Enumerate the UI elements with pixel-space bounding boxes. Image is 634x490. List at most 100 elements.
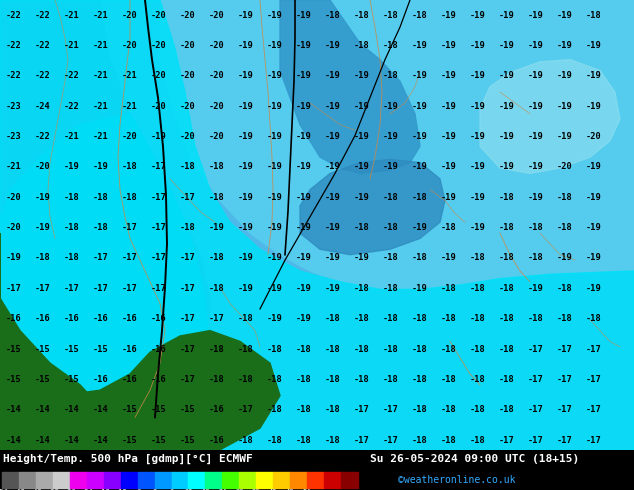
Text: -23: -23 [6,132,22,141]
Text: -19: -19 [470,193,486,202]
Text: -18: -18 [412,193,428,202]
Text: -19: -19 [586,253,602,263]
Text: -19: -19 [267,314,283,323]
Text: -18: -18 [267,405,283,414]
Text: 6: 6 [169,489,174,490]
Text: -18: -18 [499,193,515,202]
Text: 48: 48 [286,489,294,490]
Text: -17: -17 [151,162,167,171]
Text: -21: -21 [93,41,109,50]
Text: Su 26-05-2024 09:00 UTC (18+15): Su 26-05-2024 09:00 UTC (18+15) [370,454,579,464]
Text: -18: -18 [557,314,573,323]
Text: -21: -21 [93,102,109,111]
Text: -19: -19 [238,284,254,293]
Text: -20: -20 [180,72,196,80]
Text: -18: -18 [528,223,544,232]
Text: -18: -18 [441,223,457,232]
Text: -21: -21 [93,72,109,80]
Text: -17: -17 [35,284,51,293]
Text: -19: -19 [35,223,51,232]
Text: -14: -14 [35,405,51,414]
Polygon shape [280,0,420,173]
Text: -19: -19 [528,41,544,50]
Text: -18: -18 [470,436,486,444]
Text: -18: -18 [412,253,428,263]
Text: -16: -16 [6,314,22,323]
Text: -18: -18 [528,253,544,263]
Text: -18: -18 [412,11,428,20]
Text: -19: -19 [383,162,399,171]
Text: -18: -18 [209,193,225,202]
Text: -18: -18 [383,344,399,353]
Text: -17: -17 [180,253,196,263]
Bar [120,472,138,488]
Text: -18: -18 [354,284,370,293]
Text: -18: -18 [441,284,457,293]
Text: -17: -17 [151,223,167,232]
Text: -16: -16 [209,436,225,444]
Text: -17: -17 [122,223,138,232]
Text: -18: -18 [325,436,341,444]
Text: -18: -18 [441,405,457,414]
Text: -12: -12 [114,489,127,490]
Text: -19: -19 [296,132,312,141]
Text: -20: -20 [557,162,573,171]
Text: -20: -20 [209,102,225,111]
Text: -17: -17 [6,284,22,293]
Text: -16: -16 [35,314,51,323]
Bar [324,472,341,488]
Text: 0: 0 [152,489,157,490]
Text: -18: -18 [209,284,225,293]
Text: -18: -18 [267,375,283,384]
Text: 24: 24 [218,489,226,490]
Text: -14: -14 [6,405,22,414]
Text: -18: -18 [383,41,399,50]
Text: -18: -18 [64,253,80,263]
Text: -19: -19 [325,193,341,202]
Text: -19: -19 [499,11,515,20]
Text: -18: -18 [238,436,254,444]
Text: -19: -19 [470,72,486,80]
Text: -17: -17 [499,436,515,444]
Bar [19,472,36,488]
Text: -19: -19 [209,223,225,232]
Text: -18: -18 [383,284,399,293]
Text: -19: -19 [528,284,544,293]
Polygon shape [0,0,634,450]
Text: -20: -20 [586,132,602,141]
Text: -19: -19 [354,253,370,263]
Text: -18: -18 [296,375,312,384]
Text: -18: -18 [122,193,138,202]
Text: -20: -20 [151,11,167,20]
Text: -18: -18 [209,344,225,353]
Text: -19: -19 [296,253,312,263]
Text: -18: -18 [267,344,283,353]
Text: -15: -15 [180,405,196,414]
Text: -19: -19 [499,132,515,141]
Text: -18: -18 [354,344,370,353]
Text: -19: -19 [499,72,515,80]
Text: -17: -17 [180,193,196,202]
Text: -19: -19 [441,193,457,202]
Text: -16: -16 [93,314,109,323]
Text: -17: -17 [64,284,80,293]
Text: -18: -18 [98,489,110,490]
Text: -22: -22 [35,41,51,50]
Text: -19: -19 [151,132,167,141]
Text: -18: -18 [557,193,573,202]
Bar [341,472,358,488]
Text: -19: -19 [354,132,370,141]
Text: -19: -19 [470,223,486,232]
Bar [87,472,104,488]
Text: -19: -19 [325,132,341,141]
Text: -19: -19 [267,253,283,263]
Text: -19: -19 [238,253,254,263]
Text: -17: -17 [586,375,602,384]
Polygon shape [0,0,100,233]
Text: -22: -22 [35,11,51,20]
Text: -23: -23 [6,102,22,111]
Text: -16: -16 [93,375,109,384]
Text: -20: -20 [122,11,138,20]
Text: -17: -17 [180,314,196,323]
Text: -16: -16 [151,344,167,353]
